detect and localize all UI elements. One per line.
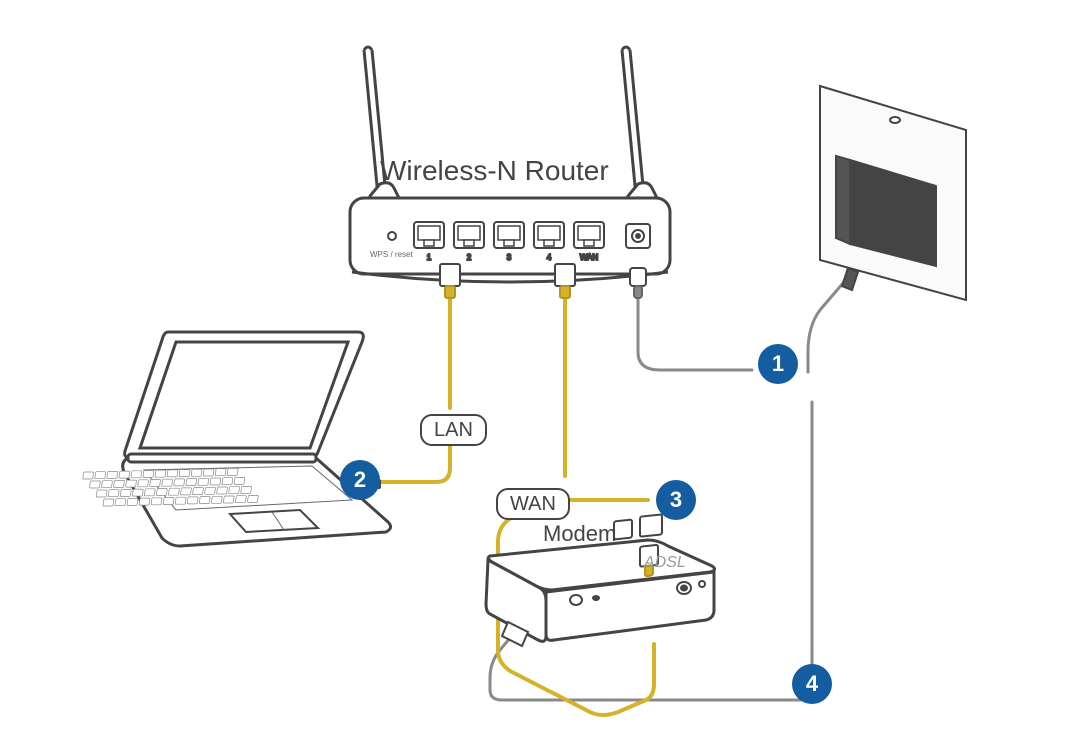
modem-label: Modem bbox=[543, 521, 616, 547]
badge-4: 4 bbox=[792, 664, 832, 704]
adsl-label: ADSL bbox=[644, 554, 686, 572]
badge-1: 1 bbox=[758, 344, 798, 384]
router-label: Wireless-N Router bbox=[380, 155, 609, 187]
wan-pill: WAN bbox=[496, 488, 570, 520]
badge-2: 2 bbox=[340, 460, 380, 500]
lan-pill: LAN bbox=[420, 414, 487, 446]
wps-label: WPS / reset bbox=[370, 250, 413, 259]
badge-3: 3 bbox=[656, 480, 696, 520]
modem-device bbox=[0, 0, 1092, 730]
